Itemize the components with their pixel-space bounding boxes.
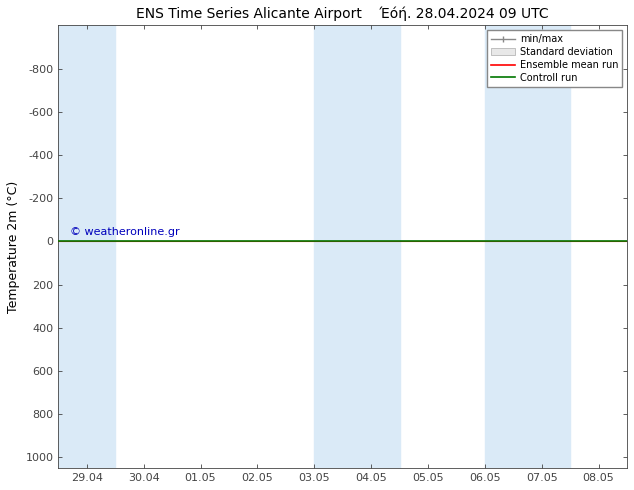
Bar — [314, 25, 399, 468]
Bar — [58, 25, 115, 468]
Text: © weatheronline.gr: © weatheronline.gr — [70, 227, 179, 237]
Legend: min/max, Standard deviation, Ensemble mean run, Controll run: min/max, Standard deviation, Ensemble me… — [487, 30, 622, 87]
Y-axis label: Temperature 2m (°C): Temperature 2m (°C) — [7, 181, 20, 313]
Title: ENS Time Series Alicante Airport    Έόή. 28.04.2024 09 UTC: ENS Time Series Alicante Airport Έόή. 28… — [136, 7, 549, 22]
Bar — [485, 25, 570, 468]
